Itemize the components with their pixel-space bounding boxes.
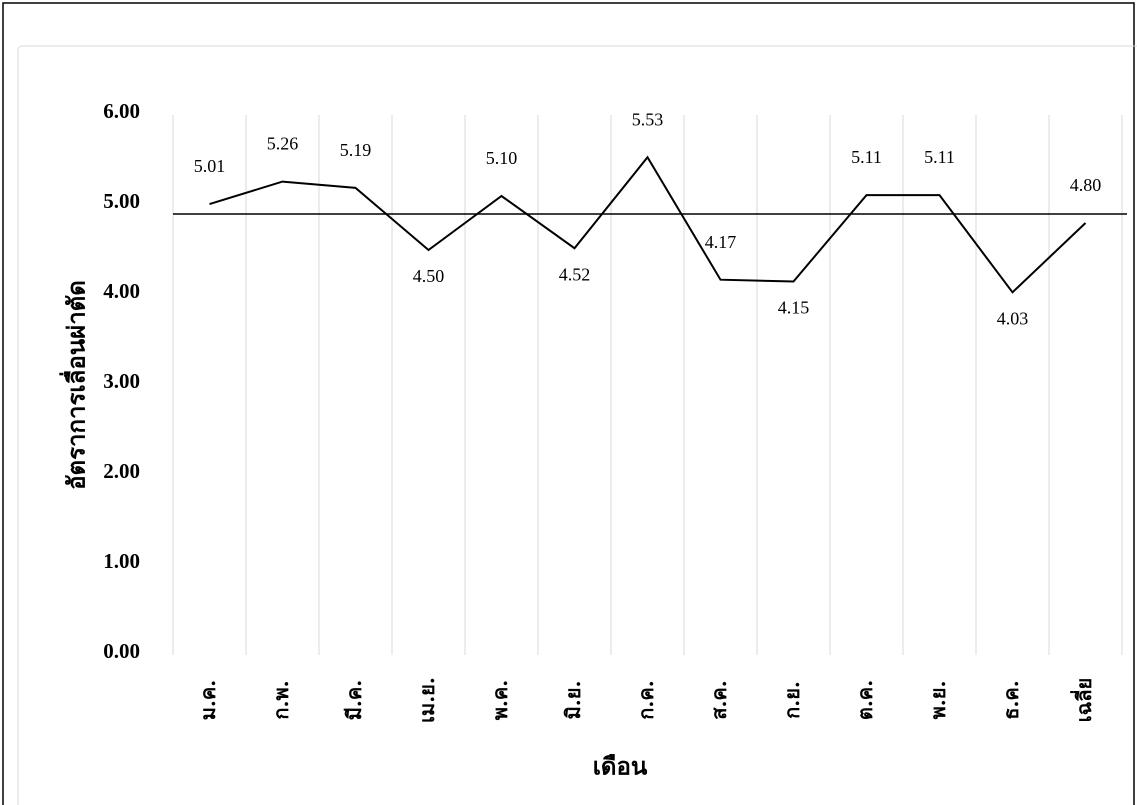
- x-tick-label: พ.ย.: [926, 681, 950, 720]
- x-tick-label: ก.ค.: [634, 680, 658, 719]
- data-label: 5.53: [632, 109, 664, 129]
- data-label: 5.11: [851, 147, 882, 167]
- x-tick-label: ก.พ.: [269, 680, 293, 719]
- data-label: 4.17: [705, 232, 737, 252]
- data-label: 5.26: [267, 134, 299, 154]
- x-tick-label: ก.ย.: [780, 681, 804, 719]
- x-axis-title: เดือน: [593, 752, 648, 781]
- y-tick-label: 2.00: [103, 459, 140, 483]
- data-label: 5.10: [486, 148, 518, 168]
- data-label: 4.52: [559, 264, 591, 284]
- y-tick-label: 6.00: [103, 99, 140, 123]
- data-label: 5.01: [194, 156, 226, 176]
- y-axis-title: อัตราการเลื่อนผ่าตัด: [59, 280, 91, 490]
- data-label: 4.03: [997, 308, 1029, 328]
- x-tick-label: ม.ค.: [196, 680, 220, 721]
- x-tick-label: เม.ย.: [415, 677, 439, 723]
- x-tick-label: ส.ค.: [707, 680, 731, 720]
- x-tick-label: เฉลี่ย: [1069, 678, 1096, 722]
- data-label: 4.80: [1070, 175, 1102, 195]
- data-label: 5.11: [924, 147, 955, 167]
- x-tick-label: ต.ค.: [853, 680, 877, 720]
- y-tick-label: 1.00: [103, 549, 140, 573]
- y-tick-label: 5.00: [103, 189, 140, 213]
- x-tick-label: ธ.ค.: [999, 680, 1023, 720]
- chart-area: [17, 45, 1137, 805]
- data-label: 5.19: [340, 140, 372, 160]
- x-tick-label: มี.ค.: [342, 680, 366, 721]
- x-tick-label: พ.ค.: [488, 680, 512, 721]
- y-tick-label: 4.00: [103, 279, 140, 303]
- y-tick-label: 3.00: [103, 369, 140, 393]
- data-line: [209, 155, 1087, 294]
- x-tick-label: มิ.ย.: [561, 681, 585, 720]
- data-label: 4.50: [413, 266, 445, 286]
- data-label: 4.15: [778, 298, 810, 318]
- y-tick-label: 0.00: [103, 639, 140, 663]
